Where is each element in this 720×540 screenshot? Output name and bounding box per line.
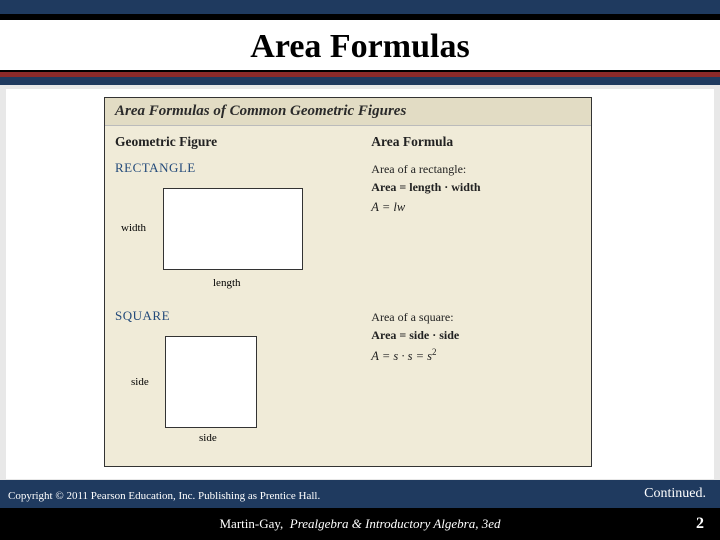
equals-sign-2: = bbox=[399, 328, 409, 342]
footer-author: Martin-Gay, bbox=[219, 516, 283, 532]
rectangle-shape-wrap: width length bbox=[115, 182, 371, 302]
label-side-horizontal: side bbox=[199, 432, 217, 444]
footer-book: Prealgebra & Introductory Algebra, 3ed bbox=[290, 516, 501, 532]
rect-lead: Area of a rectangle: bbox=[371, 160, 581, 178]
rect-words: Area = length · width bbox=[371, 178, 581, 196]
sq-lead: Area of a square: bbox=[371, 308, 581, 326]
rectangle-cell: RECTANGLE width length bbox=[115, 160, 371, 302]
row-square: SQUARE side side Area of a square: Area … bbox=[105, 302, 591, 458]
rectangle-name: RECTANGLE bbox=[115, 160, 371, 176]
content-area: Area Formulas of Common Geometric Figure… bbox=[0, 85, 720, 480]
equals-sign: = bbox=[399, 180, 409, 194]
label-width: width bbox=[121, 222, 146, 234]
column-headers: Geometric Figure Area Formula bbox=[105, 126, 591, 154]
square-name: SQUARE bbox=[115, 308, 371, 324]
col-header-right: Area Formula bbox=[371, 134, 581, 150]
footer-bar: Martin-Gay, Prealgebra & Introductory Al… bbox=[0, 508, 720, 540]
sq-words: Area = side · side bbox=[371, 326, 581, 344]
figure-title: Area Formulas of Common Geometric Figure… bbox=[105, 98, 591, 126]
rect-math: A = lw bbox=[371, 196, 581, 217]
col-header-left: Geometric Figure bbox=[115, 134, 371, 150]
sq-words-rhs: side · side bbox=[409, 328, 459, 342]
header-band: Area Formulas bbox=[0, 0, 720, 90]
square-cell: SQUARE side side bbox=[115, 308, 371, 458]
page-number: 2 bbox=[696, 515, 704, 533]
figure-box: Area Formulas of Common Geometric Figure… bbox=[104, 97, 592, 467]
sq-math: A = s · s = s2 bbox=[371, 344, 581, 366]
square-formula: Area of a square: Area = side · side A =… bbox=[371, 308, 581, 458]
copyright-text: Copyright © 2011 Pearson Education, Inc.… bbox=[8, 490, 320, 502]
rect-words-rhs: length · width bbox=[409, 180, 480, 194]
accent-underline bbox=[0, 72, 720, 77]
square-shape bbox=[165, 336, 257, 428]
label-side-vertical: side bbox=[131, 376, 149, 388]
sq-math-exp: 2 bbox=[432, 347, 437, 357]
rectangle-shape bbox=[163, 188, 303, 270]
sq-words-lhs: Area bbox=[371, 328, 396, 342]
sq-math-base: A = s · s = s bbox=[371, 349, 432, 363]
continued-label: Continued. bbox=[644, 486, 706, 502]
content-inner: Area Formulas of Common Geometric Figure… bbox=[6, 89, 714, 479]
square-shape-wrap: side side bbox=[115, 330, 371, 458]
row-rectangle: RECTANGLE width length Area of a rectang… bbox=[105, 154, 591, 302]
slide-title: Area Formulas bbox=[0, 14, 720, 73]
label-length: length bbox=[213, 277, 241, 289]
rectangle-formula: Area of a rectangle: Area = length · wid… bbox=[371, 160, 581, 302]
rect-words-lhs: Area bbox=[371, 180, 396, 194]
